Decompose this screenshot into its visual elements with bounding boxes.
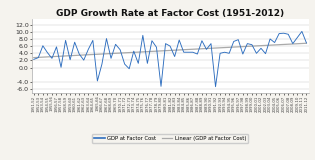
Title: GDP Growth Rate at Factor Cost (1951-2012): GDP Growth Rate at Factor Cost (1951-201…: [56, 9, 284, 18]
Legend: GDP at Factor Cost, Linear (GDP at Factor Cost): GDP at Factor Cost, Linear (GDP at Facto…: [92, 134, 248, 143]
